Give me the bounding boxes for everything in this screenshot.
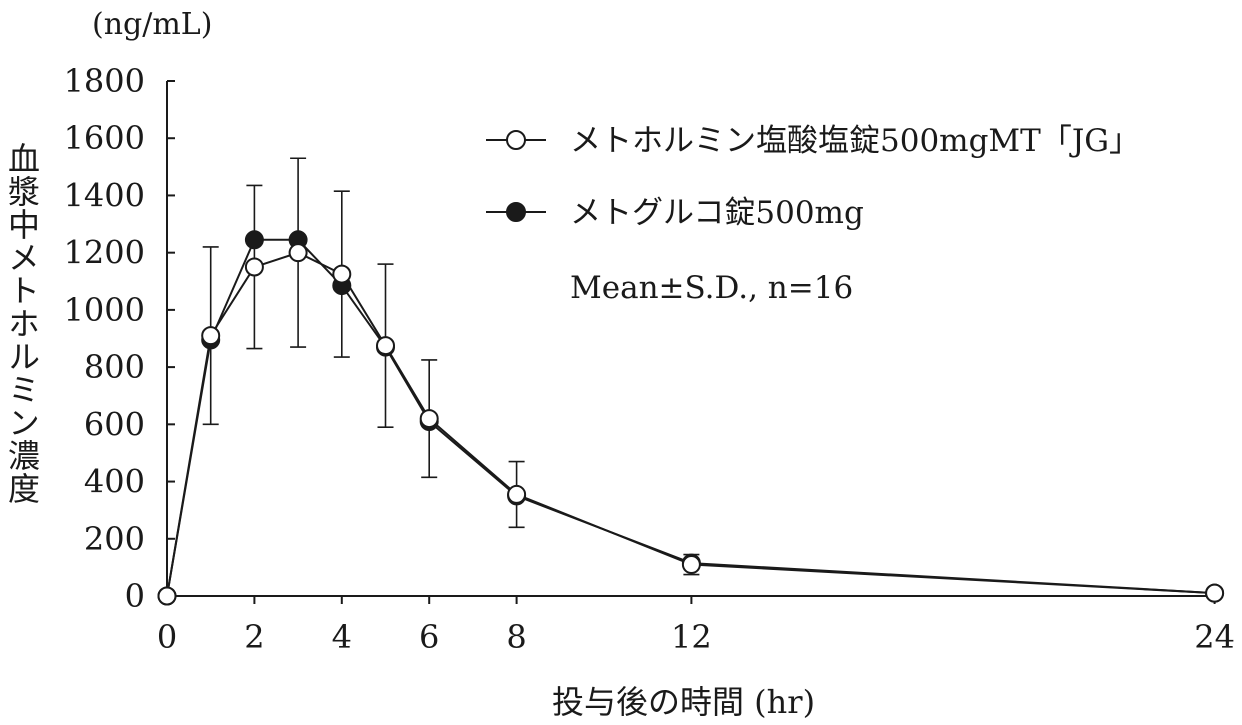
y-tick-label: 800	[84, 348, 145, 386]
data-point-open	[507, 484, 527, 504]
y-tick-label: 1600	[64, 119, 145, 157]
x-tick-label: 2	[244, 618, 264, 656]
legend-item-series-1: メトホルミン塩酸塩錠500mgMT「JG」	[486, 123, 1140, 159]
y-axis-title: 血漿中メトホルミン濃度	[3, 142, 41, 505]
stats-annotation: Mean±S.D., n=16	[570, 270, 853, 306]
data-point-open	[681, 555, 701, 575]
data-point-open	[376, 336, 395, 356]
data-point-open	[201, 326, 221, 346]
x-tick-label: 6	[419, 618, 439, 656]
x-tick-label: 8	[506, 618, 526, 656]
x-axis-title: 投与後の時間 (hr)	[552, 683, 815, 721]
series-line-1	[166, 251, 1215, 597]
y-tick-label: 1400	[64, 176, 145, 214]
y-tick-label: 1000	[64, 291, 145, 329]
data-point-open	[419, 409, 439, 429]
y-tick-label: 400	[84, 463, 145, 501]
x-tick-label: 12	[671, 618, 712, 656]
legend: メトホルミン塩酸塩錠500mgMT「JG」 メトグルコ錠500mg Mean±S…	[486, 123, 1140, 306]
y-tick-label: 200	[84, 520, 145, 558]
data-point-open	[244, 257, 264, 277]
y-ticks: 0 200 400 600 800 1000 1200 1400 1600 1800	[64, 62, 175, 615]
x-ticks: 0 2 4 6 8 12 24	[157, 596, 1235, 656]
legend-label-series-1: メトホルミン塩酸塩錠500mgMT「JG」	[570, 123, 1140, 159]
series-layer	[157, 157, 1225, 606]
x-tick-label: 24	[1194, 618, 1235, 656]
y-tick-label: 600	[84, 405, 145, 443]
legend-marker-filled-circle	[506, 202, 526, 222]
legend-label-series-2: メトグルコ錠500mg	[570, 195, 864, 231]
y-tick-label: 0	[125, 577, 145, 615]
data-point-open	[1205, 583, 1225, 603]
data-point-open	[332, 264, 352, 284]
legend-marker-open-circle	[506, 130, 526, 150]
series-markers-1	[157, 243, 1225, 606]
y-unit-label: (ng/mL)	[92, 7, 212, 42]
y-tick-label: 1800	[64, 62, 145, 100]
legend-item-series-2: メトグルコ錠500mg	[486, 195, 864, 231]
data-point-filled	[244, 230, 264, 250]
x-tick-label: 4	[332, 618, 352, 656]
data-point-open	[157, 586, 177, 606]
y-tick-label: 1200	[64, 234, 145, 272]
data-point-open	[288, 243, 308, 263]
x-tick-label: 0	[157, 618, 177, 656]
